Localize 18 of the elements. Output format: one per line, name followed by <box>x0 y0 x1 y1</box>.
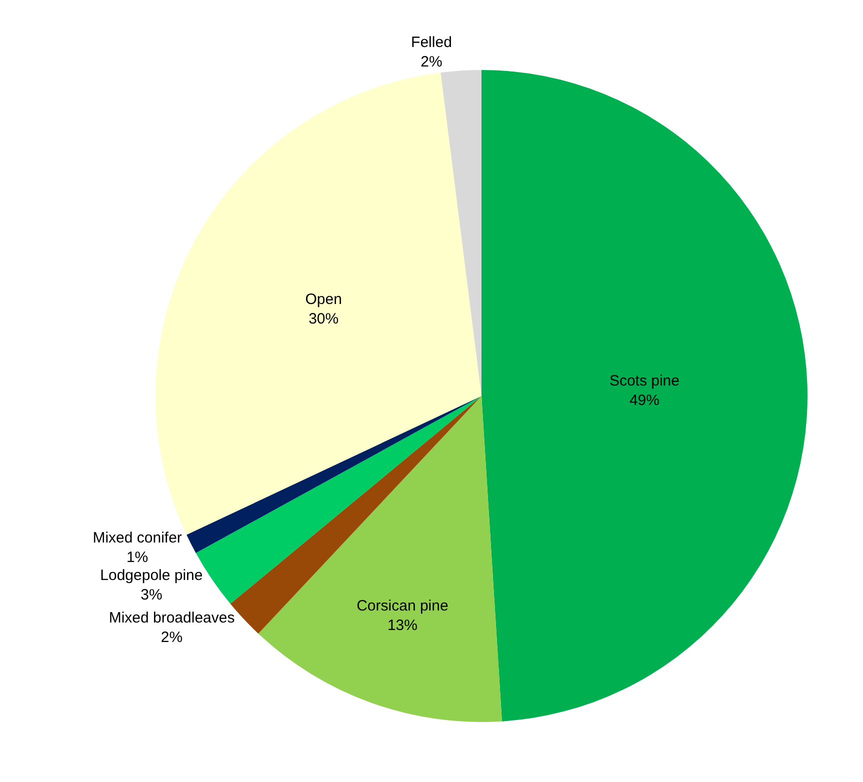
data-label: 2% <box>160 628 183 646</box>
data-label: 49% <box>629 392 660 410</box>
data-label: 30% <box>308 310 339 328</box>
slice-label: Open <box>305 290 342 308</box>
slice-label: Mixed broadleaves <box>108 609 235 626</box>
data-label: 3% <box>140 586 162 604</box>
pie-slice <box>186 396 482 554</box>
slice-label: Felled <box>411 34 452 52</box>
data-label: 1% <box>126 549 148 566</box>
pie-slice <box>482 70 808 722</box>
slice-label: Lodgepole pine <box>100 566 203 584</box>
data-label: 13% <box>387 616 418 634</box>
pie-slice <box>440 70 482 396</box>
pie-slice <box>258 396 502 722</box>
data-label: 2% <box>420 54 442 71</box>
slice-label: Corsican pine <box>356 597 448 614</box>
slice-label: Scots pine <box>609 372 680 390</box>
slice-label: Mixed conifer <box>92 530 182 547</box>
